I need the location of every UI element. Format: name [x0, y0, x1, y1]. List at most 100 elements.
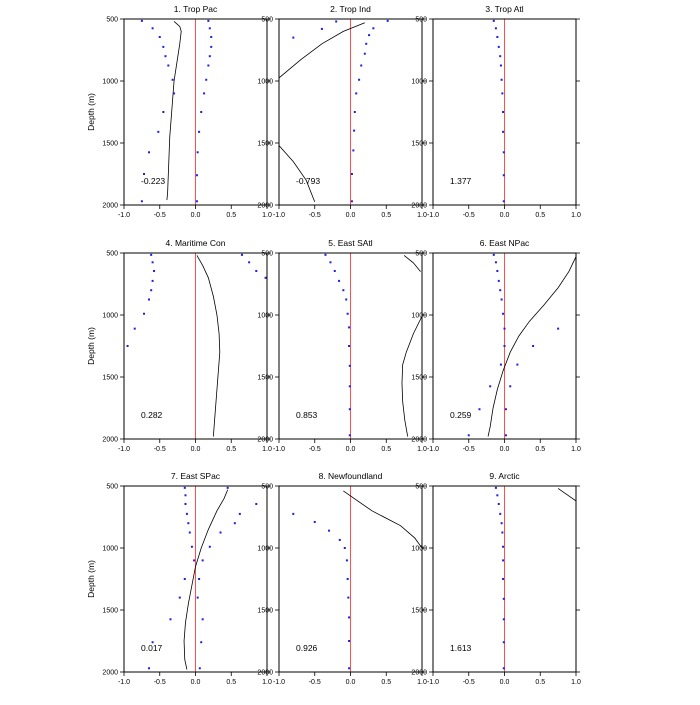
panel-title: 9. Arctic	[489, 471, 520, 481]
x-tick-label: -0.5	[463, 679, 475, 686]
y-tick-label: 2000	[102, 203, 118, 210]
x-tick-label: 0.0	[346, 446, 356, 453]
x-tick-label: -1.0	[118, 446, 130, 453]
data-point	[207, 19, 210, 22]
panel-value-label: 1.613	[450, 643, 472, 653]
y-tick-label: 1500	[257, 608, 273, 615]
data-point	[502, 200, 505, 203]
data-point	[365, 42, 368, 45]
panel-value-label: 0.926	[296, 643, 318, 653]
data-point	[348, 385, 351, 388]
x-tick-label: 1.0	[262, 446, 272, 453]
data-point	[255, 269, 258, 272]
data-point	[184, 494, 187, 497]
plot-area	[279, 19, 389, 205]
x-tick-label: 0.0	[191, 679, 201, 686]
y-tick-label: 2000	[411, 437, 427, 444]
y-tick-label: 500	[106, 17, 118, 24]
x-tick-label: -1.0	[118, 212, 130, 219]
data-point	[348, 364, 351, 367]
data-point	[162, 45, 165, 48]
data-point	[494, 486, 497, 489]
x-tick-label: 1.0	[571, 212, 581, 219]
data-point	[198, 578, 201, 580]
y-axis-title: Depth (m)	[86, 560, 96, 598]
data-point	[140, 200, 143, 203]
profile-line	[403, 255, 421, 272]
data-point	[504, 434, 507, 437]
y-tick-label: 1500	[411, 608, 427, 615]
y-tick-label: 2000	[411, 670, 427, 677]
data-point	[496, 35, 499, 38]
panel-3: 3. Trop Atl -1.0 -0.5 0.0 0.5 1.0 500 1000 1500 2…	[411, 4, 581, 219]
data-point	[201, 618, 204, 621]
data-point	[240, 253, 243, 256]
data-point	[499, 64, 502, 67]
data-point	[502, 111, 505, 113]
data-point	[324, 253, 327, 256]
data-point	[502, 667, 505, 670]
data-point	[173, 92, 176, 95]
data-point	[499, 512, 502, 515]
plot-area	[324, 253, 422, 439]
x-tick-label: 1.0	[571, 679, 581, 686]
data-point	[329, 261, 332, 264]
y-tick-label: 500	[261, 251, 273, 258]
data-point	[355, 92, 358, 95]
data-point	[205, 78, 208, 81]
plot-area	[140, 19, 213, 205]
data-point	[198, 667, 201, 670]
data-point	[219, 531, 222, 534]
data-point	[346, 578, 349, 580]
data-point	[497, 502, 500, 505]
panel-title: 8. Newfoundland	[319, 471, 383, 481]
data-point	[143, 173, 146, 175]
data-point	[346, 312, 349, 315]
data-point	[467, 434, 470, 437]
data-point	[502, 151, 505, 154]
data-point	[190, 545, 193, 548]
y-axis-title: Depth (m)	[86, 327, 96, 365]
x-tick-label: 0.0	[346, 212, 356, 219]
y-tick-label: 500	[106, 251, 118, 258]
data-point	[203, 92, 206, 95]
data-point	[502, 545, 505, 548]
x-tick-label: 0.5	[226, 446, 236, 453]
x-tick-label: 0.5	[535, 679, 545, 686]
plot-area	[148, 486, 258, 672]
plot-area	[292, 486, 422, 672]
data-point	[148, 667, 151, 670]
y-tick-label: 2000	[257, 670, 273, 677]
panel-1: 1. Trop Pac -1.0 -0.5 0.0 0.5 1.0 500 1000 1500 2…	[86, 4, 272, 219]
data-point	[348, 408, 351, 411]
panel-2: 2. Trop Ind -1.0 -0.5 0.0 0.5 1.0 500 1000 1500 2…	[257, 4, 427, 219]
x-tick-label: 0.5	[381, 212, 391, 219]
y-tick-label: 1000	[102, 79, 118, 86]
data-point	[178, 596, 181, 599]
x-tick-label: -1.0	[273, 679, 285, 686]
panel-title: 3. Trop Atl	[485, 4, 523, 14]
data-point	[494, 27, 497, 30]
data-point	[320, 27, 323, 30]
y-tick-label: 500	[415, 251, 427, 258]
panel-title: 1. Trop Pac	[174, 4, 218, 14]
data-point	[196, 596, 199, 599]
profile-line-lower	[401, 316, 422, 437]
x-tick-label: -0.5	[154, 679, 166, 686]
data-point	[162, 111, 165, 113]
profile-line	[487, 256, 576, 437]
y-tick-label: 500	[415, 17, 427, 24]
panel-value-label: 1.377	[450, 176, 472, 186]
x-tick-label: -0.5	[309, 212, 321, 219]
data-point	[502, 597, 505, 600]
panel-8: 8. Newfoundland -1.0 -0.5 0.0 0.5 1.0 500 1000 1…	[257, 471, 427, 686]
data-point	[348, 345, 351, 347]
data-point	[350, 200, 353, 203]
data-point	[255, 502, 258, 505]
panel-title: 5. East SAtl	[328, 238, 373, 248]
y-tick-label: 1500	[257, 141, 273, 148]
data-point	[184, 502, 187, 505]
data-point	[157, 130, 160, 133]
